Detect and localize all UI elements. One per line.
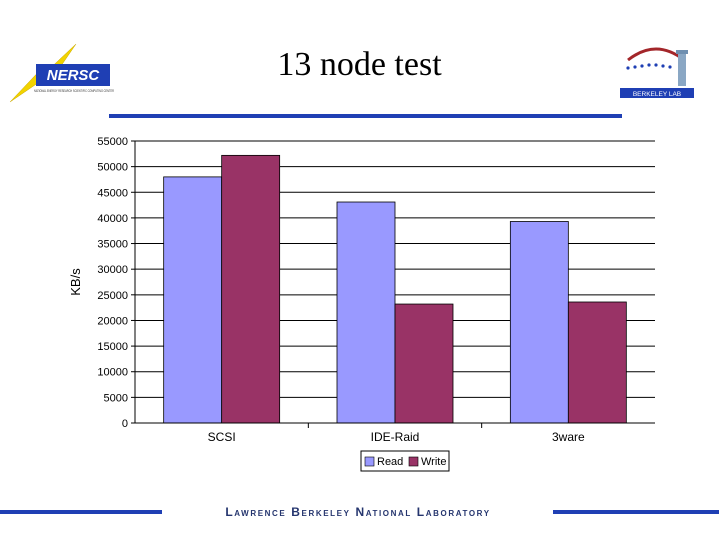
- nersc-logo: NERSC NATIONAL ENERGY RESEARCH SCIENTIFI…: [9, 43, 114, 103]
- lbl-logo-text: BERKELEY LAB: [633, 91, 681, 98]
- x-tick-label: IDE-Raid: [371, 430, 420, 444]
- y-tick-label: 30000: [97, 264, 128, 276]
- y-tick-label: 35000: [97, 239, 128, 251]
- legend-box: [360, 450, 450, 472]
- x-tick-label: SCSI: [208, 430, 236, 444]
- x-tick-label: 3ware: [552, 430, 585, 444]
- y-tick-label: 45000: [97, 187, 128, 199]
- y-tick-label: 10000: [97, 367, 128, 379]
- y-tick-label: 55000: [97, 136, 128, 148]
- legend: Read Write: [360, 450, 450, 472]
- bar-read-scsi: [163, 176, 223, 424]
- axes: 0 5000 10000 15000 20000 25000 30000 35000 40000…: [68, 136, 655, 444]
- bar-write-scsi: [221, 154, 281, 424]
- bar-write-3ware: [567, 301, 627, 424]
- nersc-logo-text: NERSC: [47, 67, 101, 84]
- y-axis-label: KB/s: [68, 268, 83, 296]
- footer-lab-name: Lawrence Berkeley National Laboratory: [225, 505, 491, 519]
- title-rule: [109, 114, 622, 118]
- legend-swatch-read: [364, 456, 375, 467]
- y-tick-label: 20000: [97, 315, 128, 327]
- legend-swatch-write: [408, 456, 419, 467]
- berkeley-lab-logo: BERKELEY LAB: [620, 47, 694, 98]
- y-tick-label: 0: [122, 418, 128, 430]
- bar-read-3ware: [509, 221, 569, 424]
- slide-title: 13 node test: [277, 46, 442, 83]
- y-tick-label: 15000: [97, 341, 128, 353]
- y-tick-label: 40000: [97, 213, 128, 225]
- footer-rule-right: [553, 510, 719, 514]
- legend-label-write: Write: [421, 456, 446, 468]
- y-tick-label: 5000: [104, 392, 128, 404]
- nersc-logo-caption: NATIONAL ENERGY RESEARCH SCIENTIFIC COMP…: [34, 89, 114, 93]
- bar-write-ide-raid: [394, 303, 454, 424]
- legend-label-read: Read: [377, 456, 403, 468]
- bar-read-ide-raid: [336, 201, 396, 424]
- footer-rule-left: [0, 510, 162, 514]
- y-tick-label: 25000: [97, 290, 128, 302]
- y-tick-label: 50000: [97, 162, 128, 174]
- bars: [163, 154, 627, 424]
